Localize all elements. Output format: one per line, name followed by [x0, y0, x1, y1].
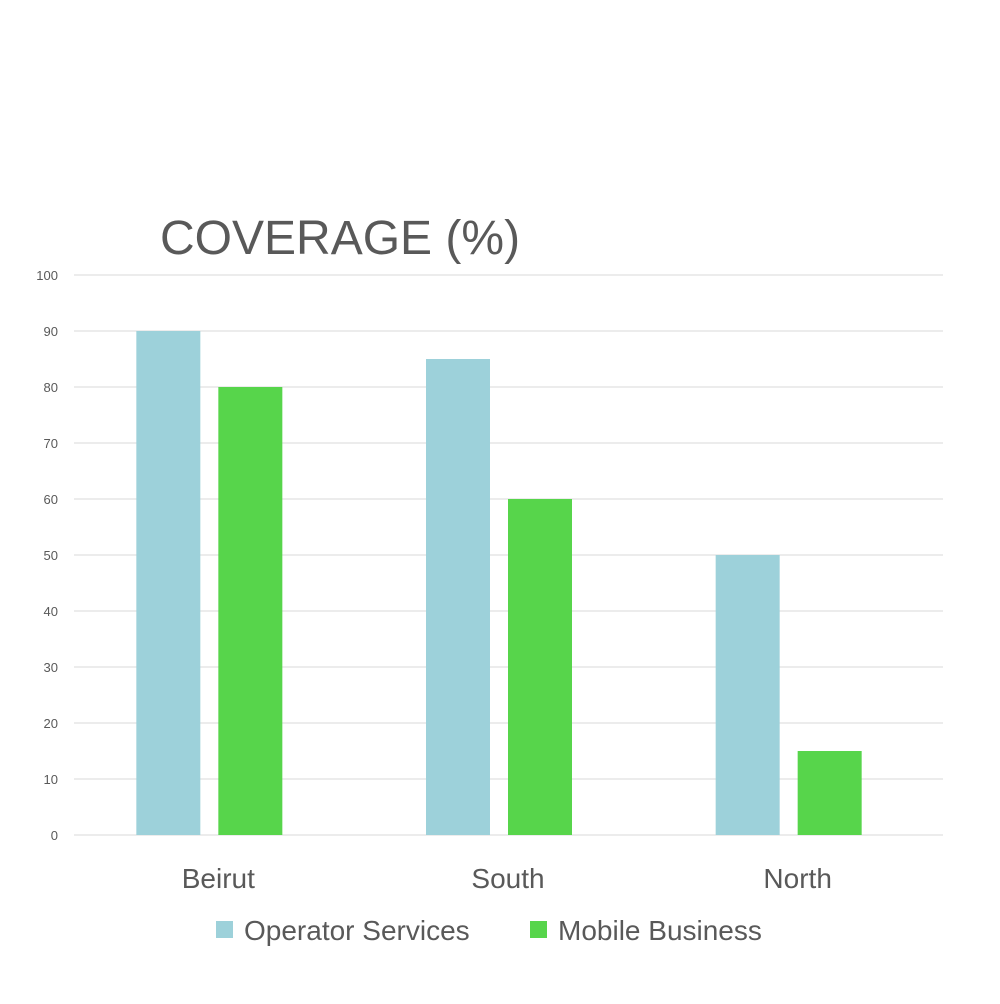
y-tick-label: 50 — [44, 548, 58, 563]
chart-title: COVERAGE (%) — [160, 212, 520, 265]
legend-swatch-operator-services — [216, 921, 233, 938]
legend: Operator Services Mobile Business — [216, 915, 762, 946]
bar-operator-services-south — [426, 359, 490, 835]
legend-label-mobile-business: Mobile Business — [558, 915, 762, 946]
bars — [136, 331, 862, 835]
bar-mobile-business-south — [508, 499, 572, 835]
y-tick-label: 90 — [44, 324, 58, 339]
bar-mobile-business-north — [797, 751, 862, 835]
x-tick-label-south: South — [471, 863, 544, 894]
y-tick-label: 80 — [44, 380, 58, 395]
y-tick-label: 70 — [44, 436, 58, 451]
y-tick-label: 40 — [44, 604, 58, 619]
bar-mobile-business-beirut — [218, 387, 283, 835]
bar-operator-services-north — [715, 555, 780, 835]
y-tick-label: 30 — [44, 660, 58, 675]
x-tick-label-north: North — [763, 863, 831, 894]
y-tick-label: 60 — [44, 492, 58, 507]
y-tick-label: 100 — [36, 268, 58, 283]
x-tick-label-beirut: Beirut — [182, 863, 255, 894]
y-tick-label: 0 — [51, 828, 58, 843]
y-tick-label: 20 — [44, 716, 58, 731]
x-axis-tick-labels: Beirut South North — [182, 863, 832, 894]
bar-operator-services-beirut — [136, 331, 201, 835]
y-axis-tick-labels: 0 10 20 30 40 50 60 70 80 90 100 — [36, 268, 58, 843]
legend-label-operator-services: Operator Services — [244, 915, 470, 946]
y-tick-label: 10 — [44, 772, 58, 787]
legend-swatch-mobile-business — [530, 921, 547, 938]
